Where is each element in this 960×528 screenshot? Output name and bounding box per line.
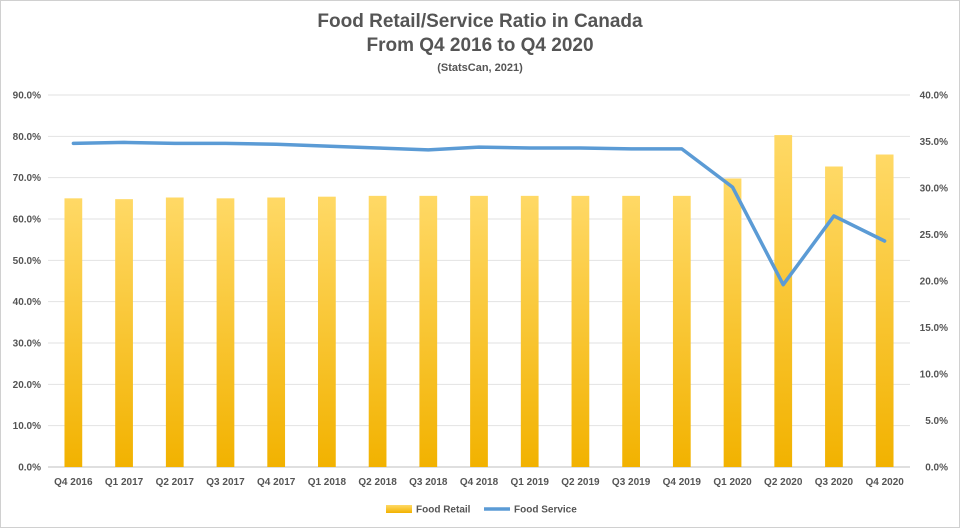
food-retail-bar <box>64 198 83 468</box>
right-axis: 0.0% 5.0% 10.0% 15.0% 20.0% 25.0% 30.0% 35.0% 40… <box>920 91 948 474</box>
left-axis-tick-label: 20.0% <box>13 380 41 391</box>
food-retail-bar <box>622 195 640 467</box>
food-retail-bar <box>571 195 590 467</box>
x-axis-tick-label: Q3 2017 <box>206 477 245 488</box>
right-axis-tick-label: 5.0% <box>925 416 948 427</box>
right-axis-tick-label: 30.0% <box>920 184 948 195</box>
legend-food-retail-swatch <box>386 505 412 513</box>
food-retail-bar <box>419 195 438 467</box>
left-axis-tick-label: 60.0% <box>13 215 41 226</box>
x-axis-tick-label: Q2 2019 <box>561 477 600 488</box>
left-axis-tick-label: 70.0% <box>13 173 41 184</box>
legend-food-service-label: Food Service <box>514 505 577 516</box>
food-retail-bar <box>774 135 793 468</box>
chart-title: Food Retail/Service Ratio in Canada From… <box>0 10 960 58</box>
x-axis-tick-label: Q1 2018 <box>308 477 347 488</box>
x-axis-tick-label: Q1 2019 <box>511 477 550 488</box>
right-axis-tick-label: 35.0% <box>920 137 948 148</box>
food-retail-bar <box>875 154 894 467</box>
left-axis: 0.0% 10.0% 20.0% 30.0% 40.0% 50.0% 60.0% 70.0% 8… <box>13 91 41 474</box>
food-retail-bars <box>64 135 894 468</box>
food-retail-bar <box>672 195 691 467</box>
legend: Food Retail Food Service <box>386 505 577 516</box>
left-axis-tick-label: 0.0% <box>18 463 41 474</box>
x-axis-tick-label: Q4 2017 <box>257 477 296 488</box>
food-retail-bar <box>368 195 387 467</box>
x-axis-tick-label: Q3 2018 <box>409 477 448 488</box>
x-axis: Q4 2016 Q1 2017 Q2 2017 Q3 2017 Q4 2017 Q1 20… <box>54 477 904 488</box>
food-retail-bar <box>825 166 843 468</box>
chart-subtitle: (StatsCan, 2021) <box>437 62 523 74</box>
chart-title-line-1: Food Retail/Service Ratio in Canada <box>317 11 643 32</box>
left-axis-tick-label: 50.0% <box>13 256 41 267</box>
left-axis-tick-label: 80.0% <box>13 132 41 143</box>
food-retail-bar <box>216 198 235 468</box>
x-axis-tick-label: Q4 2019 <box>663 477 702 488</box>
x-axis-tick-label: Q3 2019 <box>612 477 651 488</box>
x-axis-tick-label: Q1 2020 <box>713 477 752 488</box>
x-axis-tick-label: Q2 2018 <box>358 477 397 488</box>
right-axis-tick-label: 20.0% <box>920 277 948 288</box>
food-retail-bar <box>470 195 488 467</box>
food-retail-bar <box>115 199 133 467</box>
food-service-line <box>71 140 887 287</box>
x-axis-tick-label: Q1 2017 <box>105 477 144 488</box>
x-axis-tick-label: Q2 2017 <box>156 477 195 488</box>
food-retail-bar <box>318 196 336 467</box>
right-axis-tick-label: 0.0% <box>925 463 948 474</box>
x-axis-tick-label: Q3 2020 <box>815 477 854 488</box>
chart-title-line-2: From Q4 2016 to Q4 2020 <box>366 35 594 56</box>
food-retail-bar <box>520 195 539 467</box>
left-axis-tick-label: 90.0% <box>13 91 41 102</box>
x-axis-tick-label: Q4 2016 <box>54 477 93 488</box>
x-axis-tick-label: Q4 2018 <box>460 477 499 488</box>
right-axis-tick-label: 40.0% <box>920 91 948 102</box>
right-axis-tick-label: 10.0% <box>920 370 948 381</box>
right-axis-tick-label: 15.0% <box>920 323 948 334</box>
food-retail-bar <box>165 197 184 468</box>
x-axis-tick-label: Q2 2020 <box>764 477 803 488</box>
food-retail-bar <box>267 197 286 468</box>
left-axis-tick-label: 30.0% <box>13 339 41 350</box>
legend-food-retail-label: Food Retail <box>416 505 471 516</box>
food-service-series-line <box>71 140 887 287</box>
left-axis-tick-label: 40.0% <box>13 297 41 308</box>
x-axis-tick-label: Q4 2020 <box>865 477 904 488</box>
right-axis-tick-label: 25.0% <box>920 230 948 241</box>
food-retail-bar <box>723 178 742 467</box>
left-axis-tick-label: 10.0% <box>13 421 41 432</box>
